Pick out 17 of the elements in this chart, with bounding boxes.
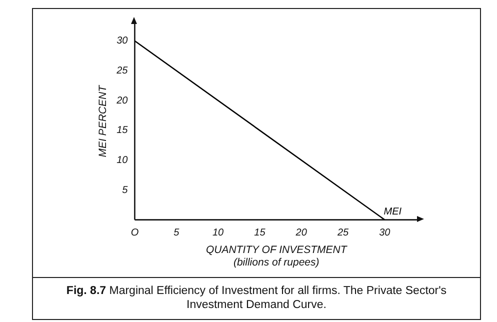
y-tick-label: 20 — [116, 95, 128, 106]
y-tick-label: 5 — [122, 184, 128, 196]
x-tick-label: 20 — [294, 228, 308, 239]
series-label: MEI — [384, 206, 402, 218]
x-tick-label: O — [130, 228, 139, 239]
y-tick-label: 25 — [116, 65, 128, 76]
y-tick-label: 30 — [116, 36, 128, 47]
x-tick-label: 30 — [379, 228, 391, 239]
caption: Fig. 8.7 Marginal Efficiency of Investment for all firms. The Private Sector's Investment Demand Curve. — [65, 284, 448, 312]
y-tick-label: 15 — [116, 125, 128, 136]
y-axis-title: MEI PERCENT — [97, 84, 110, 158]
y-tick-label: 10 — [116, 154, 128, 166]
x-tick-label: 15 — [254, 228, 266, 239]
x-tick-label: 5 — [174, 228, 180, 239]
x-tick-label: 25 — [336, 228, 350, 239]
x-tick-label: 10 — [212, 228, 224, 239]
x-axis-title: QUANTITY OF INVESTMENT (billions of rupees) — [206, 244, 348, 269]
